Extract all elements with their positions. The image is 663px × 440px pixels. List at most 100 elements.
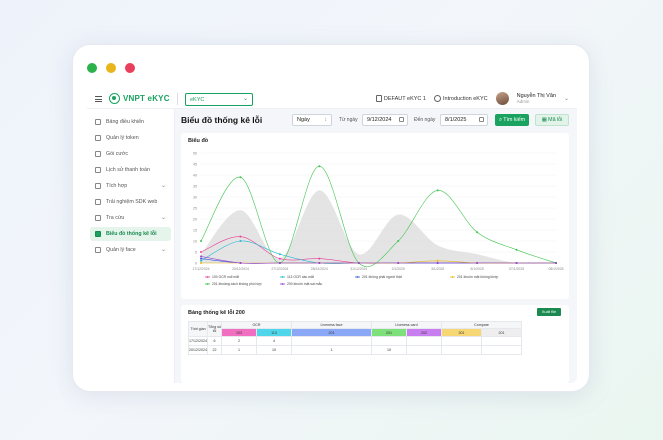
row-cell: 2 [221, 336, 257, 346]
row-cell [371, 336, 407, 346]
sidebar-item-label: Gói cước [106, 151, 129, 157]
legend-label: 201 không phải người thật [362, 275, 402, 279]
window-controls [87, 63, 135, 73]
brand-logo[interactable]: VNPT eKYC [109, 93, 170, 104]
page-title: Biểu đồ thống kê lỗi [181, 115, 263, 125]
from-date-input[interactable]: 9/12/2024 [362, 114, 408, 126]
table-card: Bảng thống kê lỗi 200 Xuất file Thời gia… [181, 305, 569, 383]
app-screen: VNPT eKYC eKYC ⌄ DEFAUT eKYC 1 Introduct… [87, 89, 577, 383]
data-point [200, 240, 202, 242]
nav-icon [95, 167, 101, 173]
table-row: 17/12/2024 6 2 4 [188, 336, 522, 346]
legend-label: 201 khuôn mặt không khớp [457, 275, 498, 279]
x-tick-label: 31/12/2024 [350, 267, 367, 271]
y-tick-label: 35 [193, 185, 197, 189]
x-tick-label: 3/1/2025 [431, 267, 444, 271]
from-date-label: Từ ngày [339, 117, 358, 123]
chevron-updown-icon: ↕ [324, 117, 328, 123]
row-cell [481, 345, 522, 355]
sidebar-item[interactable]: Biểu đồ thống kê lỗi [90, 227, 171, 241]
logo-text: VNPT eKYC [123, 94, 170, 103]
data-point [278, 253, 281, 256]
chart-card-title: Biểu đồ [188, 138, 209, 144]
chevron-down-icon: ⌄ [242, 96, 248, 102]
data-point [318, 262, 321, 264]
total-header: Tổng số lỗi [207, 321, 222, 337]
code-header: 201 [291, 328, 372, 337]
sidebar-item[interactable]: Tra cứu ⌄ [90, 211, 171, 225]
table-row: 20/12/2024 22 1 10 1 10 [188, 345, 522, 355]
search-button[interactable]: ⌕ Tìm kiếm [495, 114, 529, 126]
legend-label: 200 khuôn mặt sai mẫu [287, 281, 322, 286]
data-point [200, 262, 202, 264]
nav-icon [95, 183, 101, 189]
row-total: 6 [207, 336, 222, 346]
row-date: 20/12/2024 [188, 345, 208, 355]
data-point [200, 257, 202, 260]
legend-marker [356, 276, 359, 278]
legend-marker [206, 283, 209, 285]
data-point [200, 255, 202, 258]
data-point [200, 259, 202, 262]
row-total: 22 [207, 345, 222, 355]
data-point [476, 262, 479, 264]
chevron-down-icon: ⌄ [160, 215, 166, 221]
y-tick-label: 40 [193, 174, 197, 178]
row-cell [441, 336, 482, 346]
product-select[interactable]: eKYC ⌄ [185, 93, 253, 106]
legend-marker [281, 283, 284, 285]
period-select[interactable]: Ngày ↕ [292, 114, 332, 126]
export-button[interactable]: Xuất file [537, 308, 561, 316]
x-tick-label: 28/12/2024 [311, 267, 328, 271]
main-content: Biểu đồ thống kê lỗi Ngày ↕ Từ ngày 9/12… [175, 109, 577, 383]
divider [177, 93, 178, 105]
data-point [239, 235, 242, 238]
data-point [318, 257, 321, 260]
search-icon: ⌕ [498, 117, 504, 123]
row-cell: 10 [371, 345, 407, 355]
area-series [201, 190, 556, 264]
data-point [278, 262, 281, 264]
y-tick-label: 45 [193, 163, 197, 167]
logo-mark-icon [109, 93, 120, 104]
sidebar-item[interactable]: Gói cước [90, 147, 171, 161]
to-date-input[interactable]: 8/1/2025 [440, 114, 488, 126]
user-info[interactable]: Nguyễn Thị Văn Admin [517, 93, 556, 105]
code-header: 201 [481, 328, 522, 337]
legend-label: 201 khoảng cách không phù hợp [212, 282, 262, 286]
row-cell [291, 336, 372, 346]
legend-marker [451, 276, 454, 278]
menu-icon[interactable] [95, 96, 102, 102]
sidebar-item[interactable]: Lịch sử thanh toán [90, 163, 171, 177]
error-code-button[interactable]: ▦ Mã lỗi [535, 114, 569, 126]
sidebar-item-label: Lịch sử thanh toán [106, 167, 150, 173]
y-tick-label: 20 [193, 218, 197, 222]
chevron-down-icon[interactable]: ⌄ [563, 96, 569, 102]
row-cell [406, 336, 442, 346]
yellow-dot[interactable] [106, 63, 116, 73]
intro-link[interactable]: Introduction eKYC [433, 95, 488, 102]
sidebar-item[interactable]: Quản lý face ⌄ [90, 243, 171, 257]
sidebar-item[interactable]: Tích hợp ⌄ [90, 179, 171, 193]
sidebar-item[interactable]: Quản lý token [90, 131, 171, 145]
default-doc-link[interactable]: DEFAUT eKYC 1 [375, 95, 426, 102]
row-cell: 10 [256, 345, 292, 355]
code-header: 201 [371, 328, 407, 337]
data-point [555, 262, 557, 264]
green-dot[interactable] [87, 63, 97, 73]
row-cell: 1 [291, 345, 372, 355]
sidebar-item-label: Quản lý face [106, 247, 136, 253]
data-point [397, 262, 400, 264]
sidebar: Bảng điều khiển Quản lý token Gói cước Lịch… [87, 109, 175, 383]
nav-icon [95, 199, 101, 205]
data-point [278, 257, 281, 260]
nav-icon [95, 247, 101, 253]
avatar[interactable] [495, 92, 509, 105]
sidebar-item[interactable]: Trải nghiệm SDK web [90, 195, 171, 209]
red-dot[interactable] [125, 63, 135, 73]
sidebar-item[interactable]: Bảng điều khiển [90, 115, 171, 129]
y-tick-label: 30 [193, 196, 197, 200]
group-header: Compare [441, 321, 522, 329]
y-tick-label: 25 [193, 207, 197, 211]
row-cell [481, 336, 522, 346]
